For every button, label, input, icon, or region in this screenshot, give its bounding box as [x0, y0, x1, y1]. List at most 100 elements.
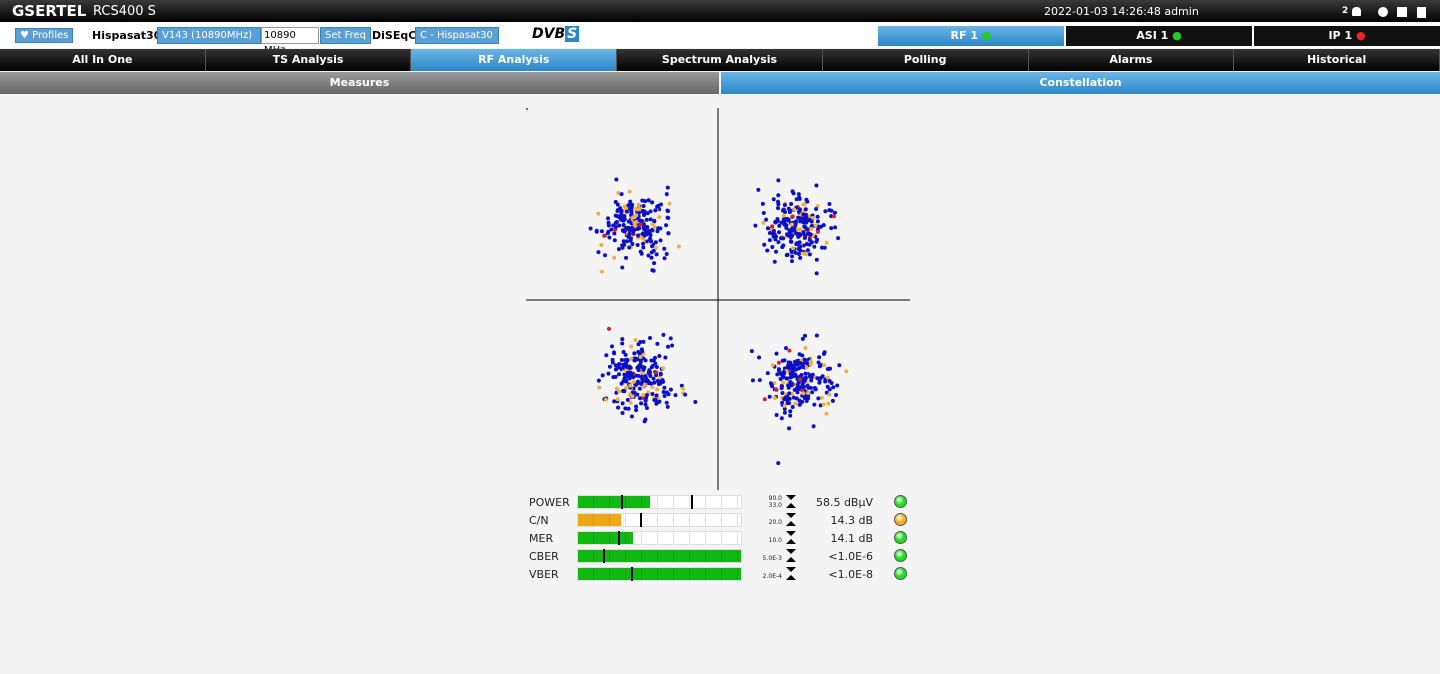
profiles-button[interactable]: ♥ Profiles — [15, 28, 74, 43]
arrow-up[interactable] — [786, 521, 796, 526]
symbol-point — [652, 380, 657, 385]
symbol-point — [831, 385, 836, 390]
transponder-select[interactable]: V143 (10890MHz) — [157, 27, 261, 44]
status-tab[interactable]: ASI 1 ● — [1066, 26, 1252, 46]
toolbar: ♥ Profiles Hispasat30 V143 (10890MHz) 10… — [0, 22, 1440, 56]
symbol-point — [641, 392, 646, 397]
arrow-down[interactable] — [786, 495, 796, 500]
symbol-point — [620, 341, 625, 346]
symbol-point — [817, 355, 822, 360]
status-tab[interactable]: RF 1 ● — [878, 26, 1064, 46]
symbol-point — [797, 195, 802, 200]
symbol-point — [641, 222, 646, 227]
nav-tab[interactable]: Polling — [822, 49, 1029, 71]
user-count: 2 — [1342, 6, 1349, 16]
symbol-point — [627, 189, 632, 194]
symbol-point — [798, 385, 803, 390]
frequency-input[interactable]: 10890 MHz — [261, 27, 319, 56]
symbol-point — [649, 365, 654, 370]
symbol-point — [827, 387, 832, 392]
symbol-point — [625, 370, 630, 375]
measure-name: MER — [529, 532, 554, 545]
symbol-point — [623, 386, 628, 391]
symbol-point — [776, 193, 781, 198]
symbol-point — [804, 227, 809, 232]
measure-name: CBER — [529, 550, 559, 563]
measure-name: POWER — [529, 496, 570, 509]
symbol-point — [645, 211, 650, 216]
symbol-point — [625, 397, 630, 402]
nav-tab[interactable]: TS Analysis — [205, 49, 412, 71]
symbol-point — [650, 391, 655, 396]
symbol-point — [816, 360, 821, 365]
arrow-up[interactable] — [786, 557, 796, 562]
print-icon[interactable] — [1397, 7, 1407, 17]
symbol-point — [789, 222, 794, 227]
symbol-point — [811, 424, 816, 429]
subnav-tab[interactable]: Constellation — [721, 72, 1440, 94]
symbol-point — [644, 406, 649, 411]
arrow-down[interactable] — [786, 567, 796, 572]
symbol-point — [638, 354, 643, 359]
logout-icon[interactable] — [1417, 7, 1426, 18]
symbol-point — [626, 406, 631, 411]
symbol-point — [770, 224, 775, 229]
nav-tab[interactable]: Alarms — [1028, 49, 1235, 71]
symbol-point — [775, 372, 780, 377]
symbol-point — [774, 413, 779, 418]
symbol-point — [611, 223, 616, 228]
symbol-point — [665, 185, 670, 190]
arrow-up[interactable] — [786, 503, 796, 508]
arrow-up[interactable] — [786, 539, 796, 544]
symbol-point — [655, 204, 660, 209]
symbol-point — [787, 208, 792, 213]
symbol-point — [825, 375, 830, 380]
symbol-point — [629, 205, 634, 210]
symbol-point — [654, 373, 659, 378]
symbol-point — [835, 383, 840, 388]
arrow-down[interactable] — [786, 531, 796, 536]
symbol-point — [788, 379, 793, 384]
symbol-point — [779, 416, 784, 421]
symbol-point — [641, 395, 646, 400]
status-tab[interactable]: IP 1 ● — [1254, 26, 1440, 46]
symbol-point — [606, 371, 611, 376]
nav-tab[interactable]: All In One — [0, 49, 206, 71]
user-icon[interactable] — [1352, 7, 1361, 16]
nav-tab[interactable]: Spectrum Analysis — [617, 49, 823, 71]
symbol-point — [660, 379, 665, 384]
symbol-point — [620, 401, 625, 406]
symbol-point — [619, 208, 624, 213]
nav-tab[interactable]: RF Analysis — [411, 49, 618, 71]
symbol-point — [803, 371, 808, 376]
symbol-point — [662, 256, 667, 261]
symbol-point — [654, 370, 659, 375]
arrow-down[interactable] — [786, 549, 796, 554]
nav-tab[interactable]: Historical — [1234, 49, 1440, 71]
symbol-point — [786, 218, 791, 223]
symbol-point — [807, 214, 812, 219]
arrow-down[interactable] — [786, 513, 796, 518]
threshold-marker — [631, 567, 633, 581]
symbol-point — [750, 378, 755, 383]
symbol-point — [776, 360, 781, 365]
symbol-point — [624, 226, 629, 231]
logo-text: DVB — [532, 26, 566, 42]
symbol-point — [635, 233, 640, 238]
set-freq-button[interactable]: Set Freq — [320, 27, 372, 44]
symbol-point — [780, 245, 785, 250]
diseqc-select[interactable]: C - Hispasat30 — [415, 27, 499, 44]
symbol-point — [797, 240, 802, 245]
symbol-point — [657, 375, 662, 380]
subnav-tab[interactable]: Measures — [0, 72, 719, 94]
arrow-up[interactable] — [786, 575, 796, 580]
symbol-point — [801, 243, 806, 248]
symbol-point — [771, 197, 776, 202]
symbol-point — [762, 242, 767, 247]
settings-icon[interactable] — [1378, 7, 1388, 17]
symbol-point — [786, 233, 791, 238]
threshold-marker — [603, 549, 605, 563]
logo: DVB S — [532, 26, 580, 42]
symbol-point — [815, 219, 820, 224]
symbol-point — [798, 227, 803, 232]
